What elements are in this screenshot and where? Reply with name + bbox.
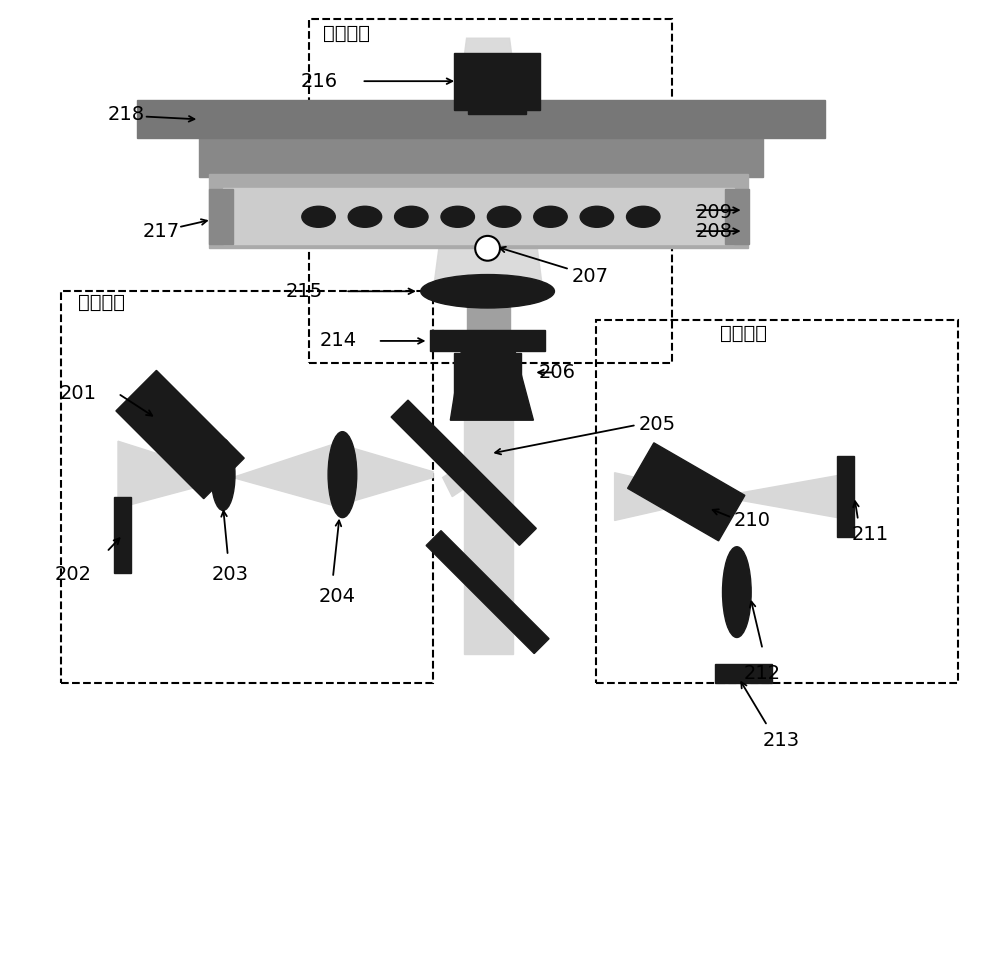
Text: 212: 212 [744, 664, 781, 683]
Text: 探测光路: 探测光路 [323, 24, 370, 43]
Polygon shape [433, 38, 543, 291]
Text: 206: 206 [538, 363, 575, 382]
Text: 编码光路: 编码光路 [720, 324, 767, 343]
Bar [454, 53, 540, 110]
Polygon shape [443, 458, 481, 497]
Ellipse shape [580, 206, 614, 227]
Polygon shape [118, 441, 233, 508]
Ellipse shape [441, 206, 474, 227]
Bar [114, 497, 131, 573]
Text: 202: 202 [54, 565, 91, 584]
Polygon shape [628, 443, 745, 541]
Text: 213: 213 [763, 731, 800, 750]
Text: 203: 203 [212, 565, 249, 584]
Bar [454, 353, 521, 411]
Circle shape [475, 236, 500, 261]
Polygon shape [116, 371, 244, 499]
Bar [209, 174, 748, 248]
Ellipse shape [302, 206, 335, 227]
Polygon shape [426, 531, 549, 653]
Bar [837, 456, 854, 537]
Bar [199, 134, 763, 177]
Ellipse shape [534, 206, 567, 227]
Polygon shape [720, 473, 853, 520]
Polygon shape [342, 445, 433, 504]
Text: 208: 208 [696, 222, 733, 241]
Text: 217: 217 [143, 222, 180, 241]
Polygon shape [464, 339, 513, 654]
Ellipse shape [328, 432, 357, 518]
Ellipse shape [487, 206, 521, 227]
Bar [61, 291, 433, 683]
Ellipse shape [421, 275, 554, 308]
Bar [430, 330, 545, 351]
Text: 205: 205 [638, 415, 676, 435]
Text: 218: 218 [108, 105, 145, 124]
Ellipse shape [211, 439, 235, 510]
Polygon shape [450, 349, 533, 420]
Polygon shape [615, 473, 720, 520]
Bar [209, 189, 233, 244]
Text: 210: 210 [734, 511, 771, 530]
Text: 201: 201 [60, 384, 97, 403]
Bar [223, 188, 734, 244]
Ellipse shape [627, 206, 660, 227]
Ellipse shape [476, 237, 500, 261]
Ellipse shape [395, 206, 428, 227]
Text: 204: 204 [319, 587, 356, 606]
Text: 209: 209 [696, 202, 733, 222]
Bar [468, 96, 526, 114]
Polygon shape [233, 441, 342, 508]
Bar [725, 189, 749, 244]
Polygon shape [391, 400, 536, 545]
Ellipse shape [348, 206, 382, 227]
Text: 216: 216 [301, 72, 338, 91]
Text: 214: 214 [320, 331, 357, 350]
Text: 207: 207 [572, 267, 609, 286]
Text: 215: 215 [286, 282, 323, 301]
Text: 211: 211 [851, 525, 889, 544]
Bar [596, 320, 958, 683]
Bar [309, 19, 672, 363]
Bar [137, 100, 825, 138]
Ellipse shape [723, 546, 751, 638]
Polygon shape [715, 664, 772, 683]
Text: 操控光路: 操控光路 [78, 293, 125, 312]
Polygon shape [467, 286, 510, 339]
